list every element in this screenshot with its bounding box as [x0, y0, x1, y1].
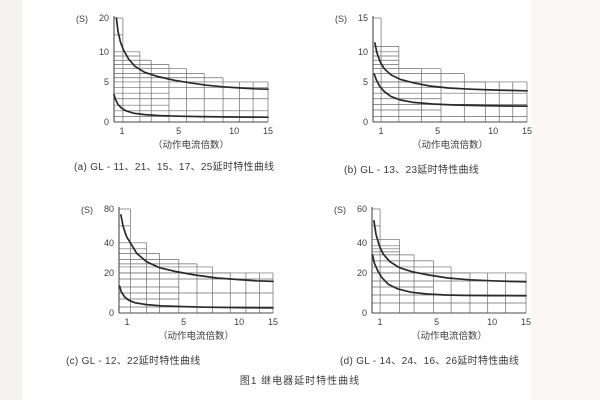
chart-b-xtick: 5	[435, 126, 440, 136]
chart-c-xtick: 10	[234, 317, 244, 327]
chart-c-lower-curve	[118, 285, 274, 309]
chart-b-xtick: 15	[522, 126, 532, 136]
page-left-edge	[0, 0, 22, 400]
chart-a: 0 5 10 20 1 5 10 15 (S) （动作电流倍数）	[68, 12, 274, 152]
chart-a-ytick: 5	[104, 77, 109, 87]
chart-d-lower-curve	[371, 254, 527, 297]
chart-c: 0 20 40 80 1 5 10 15 (S) （动作电流倍数）	[73, 203, 279, 343]
chart-b-upper-curve	[374, 42, 528, 92]
chart-a-lower-curve	[113, 93, 269, 119]
chart-a-ytick: 10	[99, 47, 109, 57]
figure-caption: 图1 继电器延时特性曲线	[239, 376, 361, 387]
chart-d-ytick: 40	[357, 238, 367, 248]
figure-panel	[22, 0, 531, 400]
chart-c-ylabel: (S)	[81, 205, 93, 215]
chart-c-ytick: 0	[109, 308, 114, 318]
chart-c-ytick: 80	[104, 204, 114, 214]
chart-c-xlabel: （动作电流倍数）	[158, 330, 234, 342]
chart-c-caption: (c) GL - 12、22延时特性曲线	[66, 356, 201, 367]
chart-c-ytick: 40	[104, 238, 114, 248]
chart-d-xtick: 1	[377, 317, 382, 327]
chart-b-ytick: 5	[363, 77, 368, 87]
chart-c-xtick: 1	[124, 317, 129, 327]
chart-a-upper-curve	[115, 17, 269, 91]
chart-b-caption: (b) GL - 13、23延时特性曲线	[344, 165, 480, 176]
chart-d: 0 20 40 60 1 5 10 15 (S) （动作电流倍数）	[326, 203, 532, 343]
chart-a-ylabel: (S)	[76, 14, 88, 24]
chart-b-xlabel: （动作电流倍数）	[412, 139, 488, 151]
chart-a-xtick: 5	[176, 126, 181, 136]
chart-b-ytick: 0	[363, 117, 368, 127]
chart-d-xtick: 10	[487, 317, 497, 327]
chart-b-ytick: 15	[358, 13, 368, 23]
chart-a-xlabel: （动作电流倍数）	[153, 139, 229, 151]
chart-b-ytick: 10	[358, 47, 368, 57]
chart-d-ytick: 60	[357, 204, 367, 214]
chart-d-xtick: 5	[434, 317, 439, 327]
chart-b-xtick: 10	[488, 126, 498, 136]
chart-b-xtick: 1	[378, 126, 383, 136]
chart-d-upper-curve	[373, 219, 527, 283]
chart-d-ylabel: (S)	[334, 205, 346, 215]
chart-d-ytick: 20	[357, 268, 367, 278]
chart-d-caption: (d) GL - 14、24、16、26延时特性曲线	[340, 356, 520, 367]
chart-b-lower-curve	[373, 73, 528, 107]
chart-c-upper-curve	[120, 214, 274, 283]
chart-d-xtick: 15	[521, 317, 531, 327]
chart-a-ytick: 0	[104, 117, 109, 127]
chart-b: 0 5 10 15 1 5 10 15 (S) （动作电流倍数）	[327, 12, 533, 152]
chart-a-xtick: 15	[263, 126, 273, 136]
chart-c-ytick: 20	[104, 268, 114, 278]
page-right-edge	[531, 0, 600, 400]
chart-c-xtick: 15	[268, 317, 278, 327]
chart-a-ytick: 20	[99, 13, 109, 23]
chart-c-xtick: 5	[181, 317, 186, 327]
chart-a-caption: (a) GL - 11、21、15、17、25延时特性曲线	[74, 162, 275, 173]
chart-a-xtick: 10	[229, 126, 239, 136]
chart-d-ytick: 0	[362, 308, 367, 318]
chart-a-xtick: 1	[119, 126, 124, 136]
chart-b-ylabel: (S)	[335, 14, 347, 24]
chart-d-xlabel: （动作电流倍数）	[411, 330, 487, 342]
